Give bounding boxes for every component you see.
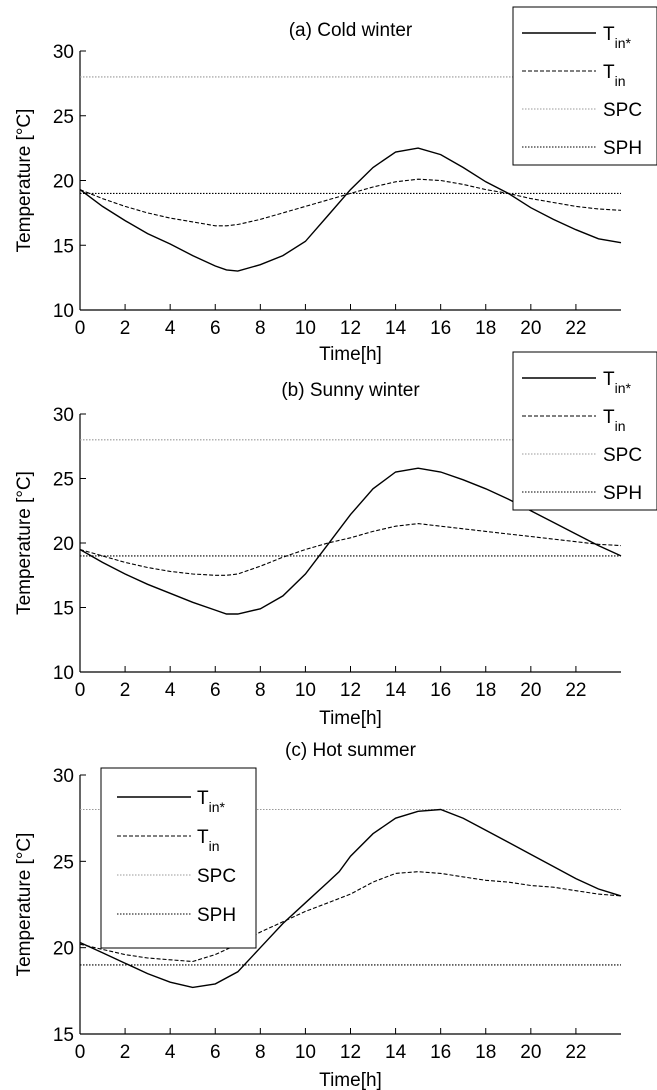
x-tick-label: 6: [210, 680, 221, 701]
y-axis-label: Temperature [°C]: [14, 471, 35, 615]
legend-entry-subscript: in: [615, 418, 626, 434]
legend-entry-subscript: in: [615, 73, 626, 89]
chart-title: (c) Hot summer: [285, 740, 417, 761]
chart-panel-c: (c) Hot summer 0 2 4 6 8 10 12 14 16 18 20 22 15 20 25 3…: [14, 740, 622, 1090]
x-tick-label: 4: [165, 680, 176, 701]
y-tick-label: 25: [53, 470, 74, 491]
x-tick-label: 2: [120, 680, 131, 701]
x-tick-label: 2: [120, 318, 131, 339]
x-axis-label: Time[h]: [319, 1070, 382, 1090]
x-tick-label: 0: [75, 1042, 86, 1063]
y-axis-label: Temperature [°C]: [14, 109, 35, 253]
x-tick-label: 22: [565, 1042, 586, 1063]
y-tick-label: 25: [53, 107, 74, 128]
legend-entry-sph: SPH: [603, 138, 642, 159]
x-tick-label: 18: [475, 680, 496, 701]
legend-entry-sph: SPH: [197, 905, 236, 926]
y-tick-label: 30: [53, 405, 74, 426]
series-line-tin: [79, 147, 622, 272]
x-tick-label: 20: [520, 680, 541, 701]
y-tick-label: 20: [53, 172, 74, 193]
y-tick-label: 25: [53, 852, 74, 873]
y-tick-label: 30: [53, 42, 74, 63]
legend-entry-subscript: in*: [615, 35, 632, 51]
x-tick-label: 10: [295, 1042, 316, 1063]
series-line-tin: [79, 523, 622, 576]
x-tick-label: 20: [520, 318, 541, 339]
chart-panel-b: (b) Sunny winter 0 2 4 6 8 10 12 14 16 18 20 22 10 15 2…: [14, 351, 657, 729]
x-tick-label: 10: [295, 680, 316, 701]
y-tick-label: 15: [53, 599, 74, 620]
x-tick-label: 16: [430, 680, 451, 701]
legend-entry-subscript: in: [209, 838, 220, 854]
x-tick-label: 16: [430, 318, 451, 339]
x-tick-label: 14: [385, 318, 407, 339]
x-tick-label: 8: [255, 1042, 266, 1063]
x-tick-label: 8: [255, 680, 266, 701]
y-tick-label: 30: [53, 766, 74, 787]
x-axis-label: Time[h]: [319, 708, 382, 729]
x-tick-label: 18: [475, 1042, 496, 1063]
x-tick-label: 6: [210, 1042, 221, 1063]
x-tick-label: 8: [255, 318, 266, 339]
x-tick-label: 12: [340, 680, 361, 701]
x-tick-label: 4: [165, 318, 176, 339]
legend-entry-subscript: in*: [615, 380, 632, 396]
x-tick-label: 20: [520, 1042, 541, 1063]
y-tick-label: 10: [53, 663, 74, 684]
x-tick-label: 14: [385, 680, 407, 701]
legend-entry-spc: SPC: [603, 100, 642, 121]
y-tick-label: 20: [53, 939, 74, 960]
series-line-tin: [79, 178, 622, 227]
y-axis-label: Temperature [°C]: [14, 833, 35, 977]
x-tick-label: 6: [210, 318, 221, 339]
x-tick-label: 4: [165, 1042, 176, 1063]
legend-entry-sph: SPH: [603, 483, 642, 504]
x-tick-label: 0: [75, 318, 86, 339]
y-tick-label: 15: [53, 236, 74, 257]
x-tick-label: 14: [385, 1042, 407, 1063]
legend-entry-subscript: in*: [209, 799, 226, 815]
x-tick-label: 2: [120, 1042, 131, 1063]
x-tick-label: 18: [475, 318, 496, 339]
x-axis-label: Time[h]: [319, 344, 382, 365]
y-tick-label: 10: [53, 301, 74, 322]
x-tick-label: 22: [565, 318, 586, 339]
series-line-tin: [79, 808, 622, 989]
x-tick-label: 10: [295, 318, 316, 339]
legend-entry-spc: SPC: [197, 866, 236, 887]
x-tick-label: 12: [340, 318, 361, 339]
y-tick-label: 20: [53, 534, 74, 555]
legend-entry-spc: SPC: [603, 445, 642, 466]
x-tick-label: 0: [75, 680, 86, 701]
legend-box: [100, 767, 257, 949]
series-line-tin: [79, 871, 622, 963]
x-tick-label: 22: [565, 680, 586, 701]
x-tick-label: 16: [430, 1042, 451, 1063]
chart-panel-a: (a) Cold winter 0 2 4 6 8 10 12 14 16 18 20 22 10 15 20…: [14, 6, 657, 365]
chart-title: (b) Sunny winter: [281, 380, 420, 401]
chart-title: (a) Cold winter: [289, 20, 413, 41]
x-tick-label: 12: [340, 1042, 361, 1063]
y-tick-label: 15: [53, 1025, 74, 1046]
